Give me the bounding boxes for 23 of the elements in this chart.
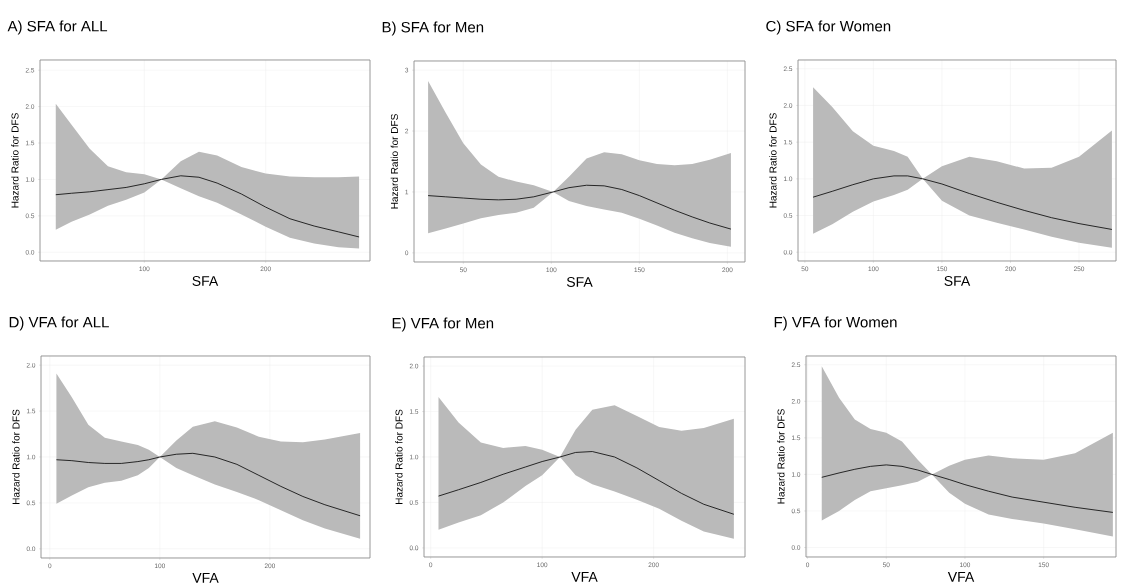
line-series [438,451,735,515]
y-axis-title: Hazard Ratio for DFS [777,409,785,504]
x-axis-title: VFA [192,573,219,583]
chart-title: C) SFA for Women [766,20,891,35]
x-axis-title: VFA [571,572,598,582]
x-axis-title: SFA [566,276,593,287]
chart-title: B) SFA for Men [382,21,484,36]
x-axis-title: SFA [944,275,971,286]
chart-title: F) VFA for Women [774,316,897,331]
y-axis-title: Hazard Ratio for DFS [769,113,777,208]
x-axis-title: VFA [947,572,975,582]
line-series [55,175,360,238]
x-axis-title: SFA [192,275,219,286]
chart-title: D) VFA for ALL [9,316,109,331]
y-axis-title: Hazard Ratio for DFS [390,114,398,209]
chart-title: A) SFA for ALL [7,20,108,35]
y-axis-title: Hazard Ratio for DFS [395,409,403,504]
line-series [427,184,732,230]
y-axis-title: Hazard Ratio for DFS [12,409,20,504]
line-series [56,452,361,517]
y-axis-title: Hazard Ratio for DFS [11,113,19,208]
chart-title: E) VFA for Men [392,317,494,332]
line-series [812,175,1113,230]
